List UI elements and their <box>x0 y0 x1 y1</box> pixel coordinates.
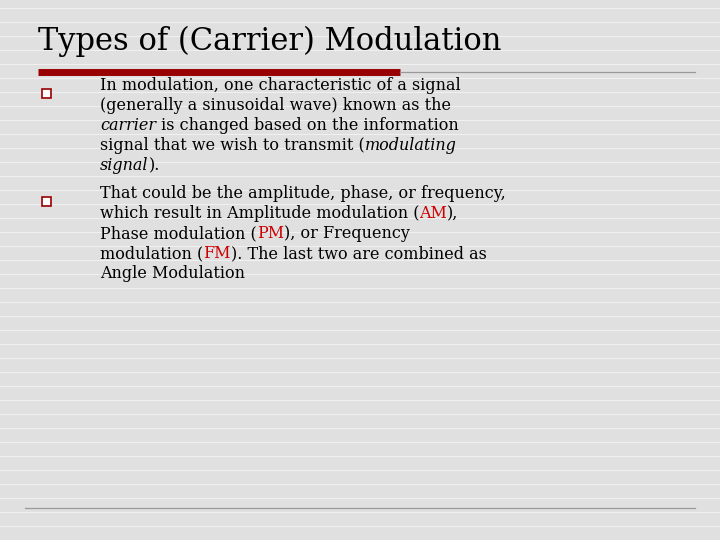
FancyBboxPatch shape <box>42 89 50 98</box>
Text: modulating: modulating <box>365 137 456 154</box>
Text: which result in Amplitude modulation (: which result in Amplitude modulation ( <box>100 205 420 222</box>
Text: That could be the amplitude, phase, or frequency,: That could be the amplitude, phase, or f… <box>100 185 505 202</box>
Text: Angle Modulation: Angle Modulation <box>100 265 245 282</box>
Text: ). The last two are combined as: ). The last two are combined as <box>230 245 487 262</box>
Text: signal: signal <box>100 157 148 174</box>
Text: AM: AM <box>420 205 447 222</box>
Text: is changed based on the information: is changed based on the information <box>156 117 459 134</box>
FancyBboxPatch shape <box>42 197 50 206</box>
Text: PM: PM <box>257 225 284 242</box>
Text: carrier: carrier <box>100 117 156 134</box>
Text: Types of (Carrier) Modulation: Types of (Carrier) Modulation <box>38 26 502 57</box>
Text: ).: ). <box>148 157 160 174</box>
Text: Phase modulation (: Phase modulation ( <box>100 225 257 242</box>
Text: ),: ), <box>447 205 459 222</box>
Text: (generally a sinusoidal wave) known as the: (generally a sinusoidal wave) known as t… <box>100 97 451 114</box>
Text: ), or Frequency: ), or Frequency <box>284 225 410 242</box>
Text: In modulation, one characteristic of a signal: In modulation, one characteristic of a s… <box>100 77 461 94</box>
Text: modulation (: modulation ( <box>100 245 203 262</box>
Text: signal that we wish to transmit (: signal that we wish to transmit ( <box>100 137 365 154</box>
Text: FM: FM <box>203 245 230 262</box>
